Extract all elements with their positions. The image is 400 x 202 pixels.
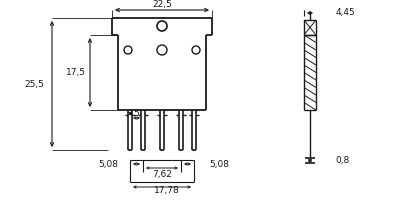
Text: 5: 5 (134, 109, 139, 119)
Text: 5,08: 5,08 (98, 160, 118, 168)
Circle shape (192, 46, 200, 54)
Text: 22,5: 22,5 (152, 0, 172, 9)
Circle shape (157, 45, 167, 55)
Text: 4,45: 4,45 (336, 8, 356, 18)
Circle shape (124, 46, 132, 54)
Text: 17,78: 17,78 (154, 186, 180, 196)
Text: 7,62: 7,62 (152, 169, 172, 179)
Text: 0,8: 0,8 (335, 156, 349, 165)
Text: 25,5: 25,5 (24, 80, 44, 88)
Text: 5,08: 5,08 (209, 160, 229, 168)
Circle shape (157, 21, 167, 31)
Text: 17,5: 17,5 (66, 68, 86, 77)
